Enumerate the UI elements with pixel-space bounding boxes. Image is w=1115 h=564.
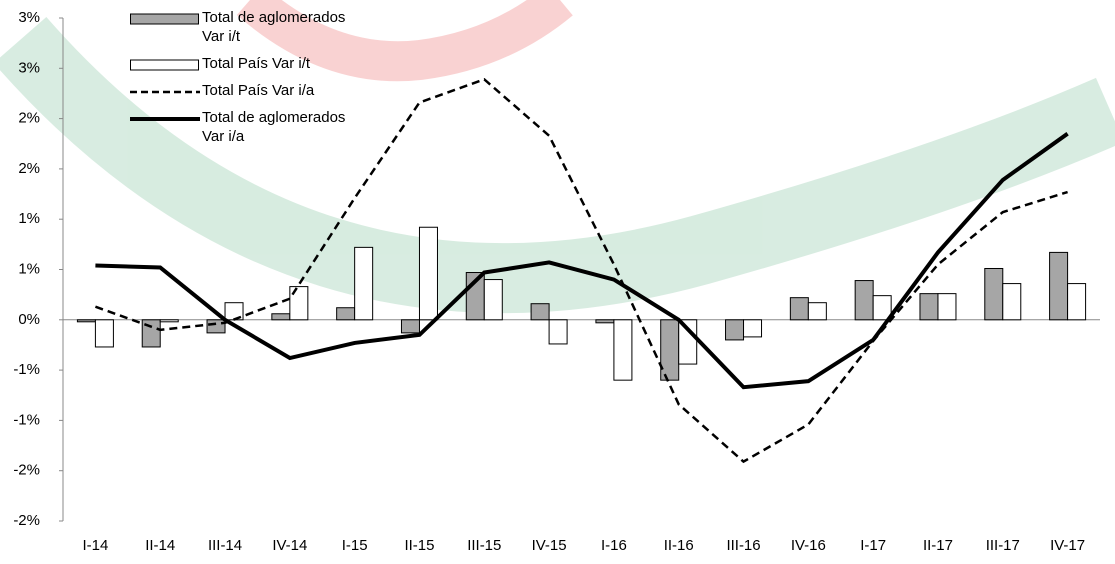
y-tick-label: 0%: [18, 311, 40, 328]
x-tick-label: IV-14: [272, 537, 307, 554]
x-tick-label: I-16: [601, 537, 627, 554]
x-tick-label: II-16: [664, 537, 694, 554]
bar: [1002, 283, 1022, 321]
bar: [336, 307, 356, 321]
legend-item: Total País Var i/a: [130, 81, 352, 100]
legend-item: Total de aglomerados Var i/t: [130, 8, 352, 46]
bar: [613, 319, 633, 381]
y-tick-label: -2%: [13, 512, 40, 529]
x-tick-label: III-16: [726, 537, 760, 554]
y-tick-label: -1%: [13, 411, 40, 428]
legend-label: Total País Var i/t: [202, 55, 311, 72]
bar: [483, 279, 503, 321]
bar: [548, 319, 568, 345]
y-tick-label: 1%: [18, 260, 40, 277]
x-tick-label: IV-15: [532, 537, 567, 554]
y-tick-label: -2%: [13, 462, 40, 479]
x-tick-label: IV-16: [791, 537, 826, 554]
bar: [206, 319, 226, 334]
y-tick-label: 3%: [18, 59, 40, 76]
x-tick-label: III-15: [467, 537, 501, 554]
bar: [1067, 283, 1087, 321]
bar: [289, 286, 309, 321]
x-tick-label: I-17: [860, 537, 886, 554]
bar: [743, 319, 763, 338]
bar: [141, 319, 161, 348]
x-tick-label: II-14: [145, 537, 175, 554]
line: [95, 132, 1069, 390]
bar: [789, 297, 809, 321]
bar: [919, 293, 939, 321]
line: [94, 77, 1068, 464]
legend-item: Total País Var i/t: [130, 54, 352, 73]
x-tick-label: IV-17: [1050, 537, 1085, 554]
legend-item: Total de aglomerados Var i/a: [130, 108, 352, 146]
bar: [678, 319, 698, 365]
bar: [94, 319, 114, 348]
y-tick-label: 3%: [18, 9, 40, 26]
bar: [530, 303, 550, 321]
x-tick-label: III-14: [208, 537, 242, 554]
x-tick-label: II-15: [404, 537, 434, 554]
x-tick-label: I-14: [82, 537, 108, 554]
legend-label: Total de aglomerados Var i/a: [202, 109, 346, 145]
bar: [660, 319, 680, 381]
bar: [354, 246, 374, 321]
x-tick-label: II-17: [923, 537, 953, 554]
bar: [807, 302, 827, 321]
legend-swatch: [130, 90, 200, 94]
y-tick-label: 1%: [18, 210, 40, 227]
x-tick-label: I-15: [342, 537, 368, 554]
legend-label: Total País Var i/a: [202, 82, 315, 99]
legend: Total de aglomerados Var i/t Total País V…: [130, 8, 430, 154]
bar: [854, 280, 874, 321]
legend-swatch: [130, 59, 199, 71]
x-tick-label: III-17: [986, 537, 1020, 554]
watermark: [0, 0, 1115, 314]
bar: [1049, 251, 1069, 321]
bar: [159, 319, 179, 323]
legend-swatch: [130, 13, 199, 25]
bar: [76, 319, 96, 323]
y-tick-label: -1%: [13, 361, 40, 378]
bar: [984, 267, 1004, 321]
bar: [937, 293, 957, 321]
bar: [400, 319, 420, 334]
y-tick-label: 2%: [18, 110, 40, 127]
legend-label: Total de aglomerados Var i/t: [202, 9, 346, 45]
y-tick-label: 2%: [18, 160, 40, 177]
bar: [595, 319, 615, 324]
bar: [271, 313, 291, 321]
bar: [418, 226, 438, 321]
bar: [725, 319, 745, 341]
legend-swatch: [130, 117, 200, 121]
bar: [872, 295, 892, 321]
